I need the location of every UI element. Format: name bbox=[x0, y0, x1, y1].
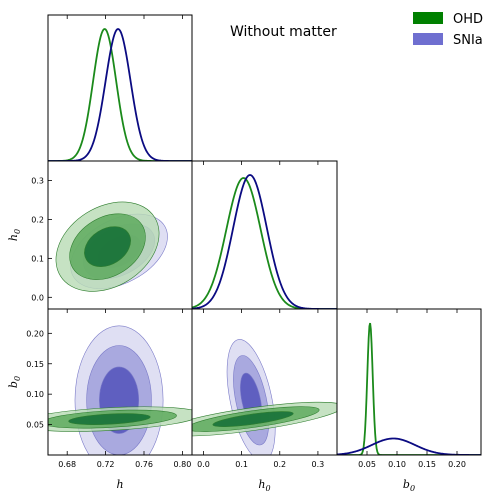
x-tick-label: 0.20 bbox=[448, 460, 466, 469]
x-tick-label: 0.80 bbox=[173, 460, 191, 469]
y-tick-label: 0.2 bbox=[31, 215, 44, 224]
x-axis-label: b0 bbox=[403, 478, 415, 493]
marginal-curve-snia bbox=[192, 174, 337, 309]
panel-1-1 bbox=[191, 160, 338, 310]
x-tick-label: 0.15 bbox=[418, 460, 436, 469]
legend-swatch-snia bbox=[413, 33, 443, 45]
x-tick-label: 0.05 bbox=[358, 460, 376, 469]
marginal-curve-snia bbox=[337, 437, 481, 455]
y-axis-label: b0 bbox=[7, 376, 22, 388]
panel-content bbox=[48, 28, 192, 161]
x-tick-label: 0.1 bbox=[235, 460, 248, 469]
panel-2-0: 0.68 0.72 0.76 0.80 h 0.05 0.10 0.15 0.20 b0 bbox=[7, 308, 193, 491]
y-tick-label: 0.1 bbox=[31, 254, 44, 263]
y-tick-label: 0.20 bbox=[26, 329, 44, 338]
panel-content bbox=[48, 325, 192, 455]
x-tick-label: 0.0 bbox=[197, 460, 210, 469]
x-tick-label: 0.10 bbox=[388, 460, 406, 469]
panel-2-1: 0.0 0.1 0.2 0.3 h0 bbox=[191, 308, 338, 493]
panel-content bbox=[192, 339, 337, 455]
marginal-curve-ohd bbox=[48, 28, 192, 161]
marginal-curve-ohd bbox=[192, 177, 337, 309]
contour-ohd-1-sigma bbox=[68, 413, 151, 425]
x-tick-label: 0.68 bbox=[58, 460, 76, 469]
panel-2-2: 0.05 0.10 0.15 0.20 b0 bbox=[336, 308, 482, 493]
legend-swatch-ohd bbox=[413, 12, 443, 24]
legend: OHD SNIa bbox=[413, 12, 483, 48]
panel-content bbox=[192, 174, 337, 309]
panel-frame bbox=[47, 14, 193, 162]
x-tick-label: 0.76 bbox=[135, 460, 153, 469]
panel-content bbox=[55, 201, 168, 292]
y-tick-label: 0.05 bbox=[26, 421, 44, 430]
x-tick-label: 0.72 bbox=[97, 460, 115, 469]
legend-label-ohd: OHD bbox=[453, 12, 483, 27]
contour-ohd-1-sigma bbox=[84, 226, 131, 267]
chart-title: Without matter bbox=[230, 24, 337, 40]
y-tick-label: 0.10 bbox=[26, 390, 44, 399]
y-tick-label: 0.0 bbox=[31, 293, 44, 302]
legend-label-snia: SNIa bbox=[453, 33, 483, 48]
x-axis-label: h bbox=[116, 478, 123, 491]
y-axis-label: h0 bbox=[7, 229, 22, 241]
x-tick-label: 0.3 bbox=[312, 460, 325, 469]
y-tick-label: 0.15 bbox=[26, 360, 44, 369]
panel-0-0 bbox=[47, 14, 193, 162]
contour-ohd-1-sigma bbox=[212, 411, 294, 427]
y-tick-label: 0.3 bbox=[31, 176, 44, 185]
panel-content bbox=[337, 322, 481, 455]
x-tick-label: 0.2 bbox=[273, 460, 286, 469]
marginal-curve-snia bbox=[48, 28, 192, 161]
panel-1-0: 0.0 0.1 0.2 0.3 h0 bbox=[7, 160, 193, 310]
x-axis-label: h0 bbox=[258, 478, 270, 493]
panel-frame bbox=[191, 160, 338, 310]
marginal-curve-ohd bbox=[337, 322, 481, 455]
panel-frame bbox=[336, 308, 482, 456]
chart-title-group: Without matter bbox=[230, 24, 337, 40]
